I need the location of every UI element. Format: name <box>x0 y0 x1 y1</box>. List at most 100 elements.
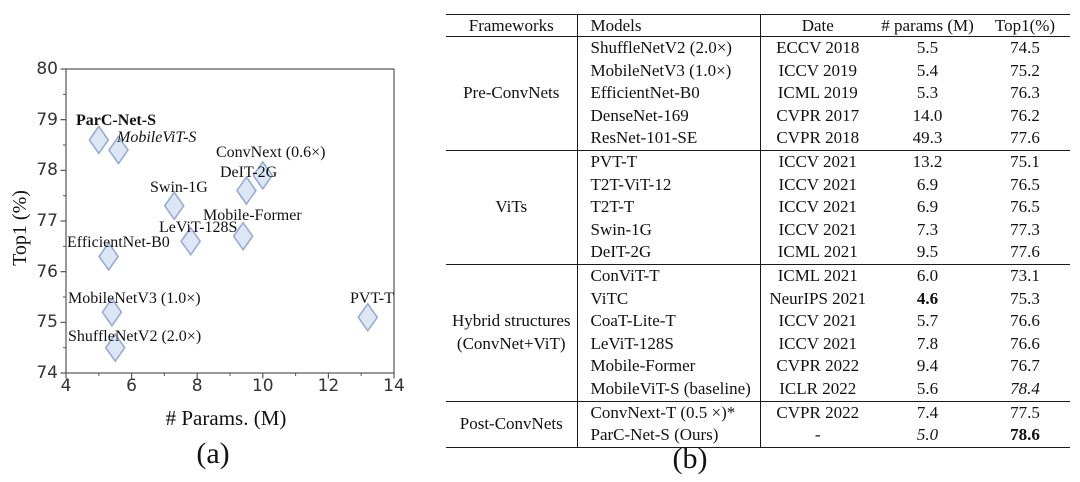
x-axis-label: # Params. (M) <box>165 406 287 430</box>
table-row: DenseNet-169 CVPR 2017 14.0 76.2 <box>446 104 1070 128</box>
framework-cell: Post-ConvNets <box>446 400 578 448</box>
x-tick-label: 6 <box>126 376 137 396</box>
framework-cell: ViTs <box>446 149 578 265</box>
params-cell: 5.4 <box>916 60 939 80</box>
scatter-point-diamond <box>163 190 185 221</box>
table-row: DeIT-2G ICML 2021 9.5 77.6 <box>446 241 1070 265</box>
col-header-top1: Top1(%) <box>980 14 1070 37</box>
table-row: CoaT-Lite-T ICCV 2021 5.7 76.6 <box>446 310 1070 333</box>
model-cell: DeIT-2G <box>577 241 761 265</box>
scatter-point-diamond <box>101 297 123 328</box>
point-label: Mobile-Former <box>203 207 302 224</box>
date-cell: ICCV 2021 <box>778 333 858 353</box>
col-header-date: Date <box>760 14 875 37</box>
params-cell: 5.3 <box>916 83 939 103</box>
date-cell: ICCV 2021 <box>778 174 858 194</box>
table-row: MobileViT-S (baseline) ICLR 2022 5.6 78.4 <box>446 377 1070 401</box>
col-header-models: Models <box>577 14 761 37</box>
framework-cell: Pre-ConvNets <box>446 36 578 151</box>
params-cell: 7.8 <box>916 333 939 353</box>
point-label: DeIT-2G <box>220 164 278 181</box>
table-row: ViTC NeurIPS 2021 4.6 75.3 <box>446 287 1070 311</box>
model-cell: MobileNetV3 (1.0×) <box>577 59 761 83</box>
y-tick-label: 80 <box>36 59 58 79</box>
params-cell: 9.5 <box>916 242 939 262</box>
model-cell: DenseNet-169 <box>577 104 761 128</box>
model-cell: ViTC <box>577 287 761 311</box>
x-tick-label: 14 <box>383 376 405 396</box>
top1-cell: 75.3 <box>1010 288 1040 308</box>
top1-cell: 77.6 <box>1010 128 1040 148</box>
scatter-plot-canvas <box>60 68 395 379</box>
table-row: Pre-ConvNets ShuffleNetV2 (2.0×) ECCV 2018… <box>446 35 1070 151</box>
table-row: Swin-1G ICCV 2021 7.3 77.3 <box>446 218 1070 242</box>
x-tick-label: 12 <box>317 376 340 396</box>
point-label: MobileViT-S <box>117 129 197 146</box>
y-tick-label: 77 <box>36 211 58 231</box>
model-cell: EfficientNet-B0 <box>577 82 761 105</box>
x-tick-label: 10 <box>251 376 274 396</box>
top1-cell: 77.5 <box>980 400 1070 425</box>
scatter-point-diamond <box>88 125 110 155</box>
table-row: Post-ConvNets ConvNext-T (0.5 ×)* CVPR 202… <box>446 400 1070 448</box>
date-cell: CVPR 2017 <box>776 105 860 125</box>
params-cell: 5.5 <box>875 35 980 60</box>
y-tick-label: 76 <box>36 261 58 282</box>
model-cell: T2T-ViT-12 <box>577 173 761 197</box>
point-label: Swin-1G <box>150 179 208 196</box>
top1-cell: 76.2 <box>1010 105 1040 125</box>
table-row: EfficientNet-B0 ICML 2019 5.3 76.3 <box>446 82 1070 105</box>
top1-cell: 76.5 <box>1010 174 1040 194</box>
date-cell: ICCV 2019 <box>778 60 858 80</box>
table-row: MobileNetV3 (1.0×) ICCV 2019 5.4 75.2 <box>446 59 1070 83</box>
date-cell: ICCV 2021 <box>778 311 858 331</box>
date-cell: CVPR 2022 <box>776 356 860 376</box>
point-label: ConvNext (0.6×) <box>216 144 326 161</box>
point-label: MobileNetV3 (1.0×) <box>68 290 201 307</box>
model-cell: ParC-Net-S (Ours) <box>577 424 761 448</box>
point-label: PVT-T <box>350 290 394 307</box>
y-tick-label: 78 <box>36 160 58 181</box>
top1-cell: 76.6 <box>1010 333 1040 353</box>
top1-cell: 77.3 <box>1010 219 1040 239</box>
params-cell: 9.4 <box>916 356 939 376</box>
table-row: ResNet-101-SE CVPR 2018 49.3 77.6 <box>446 127 1070 151</box>
model-cell: MobileViT-S (baseline) <box>577 377 761 401</box>
date-cell: ICCV 2021 <box>778 219 858 239</box>
model-cell: LeViT-128S <box>577 332 761 356</box>
table-row: Mobile-Former CVPR 2022 9.4 76.7 <box>446 355 1070 378</box>
params-cell: 7.3 <box>916 219 939 239</box>
top1-cell: 76.3 <box>1010 83 1040 103</box>
params-cell: 5.7 <box>916 311 939 331</box>
results-table: Frameworks Models Date # params (M) Top1… <box>446 14 1070 448</box>
top1-cell: 75.2 <box>1010 60 1040 80</box>
panel-a-caption: (a) <box>196 437 230 470</box>
date-cell: ICML 2021 <box>760 263 875 288</box>
params-cell: 49.3 <box>912 128 943 148</box>
params-cell: 6.9 <box>916 174 939 194</box>
scatter-point-diamond <box>108 135 129 165</box>
params-cell: 14.0 <box>912 105 943 125</box>
date-cell: ICCV 2021 <box>760 149 875 174</box>
panel-b-caption: (b) <box>672 442 708 475</box>
table-row: LeViT-128S ICCV 2021 7.8 76.6 <box>446 332 1070 356</box>
params-cell: 7.4 <box>875 400 980 425</box>
scatter-point-diamond <box>104 332 126 363</box>
params-cell: 4.6 <box>916 288 939 308</box>
model-cell: ConvNext-T (0.5 ×)* <box>577 400 761 425</box>
top1-cell: 76.6 <box>1010 311 1040 331</box>
table-row: ParC-Net-S (Ours) - 5.0 78.6 <box>446 424 1070 448</box>
date-cell: ICML 2019 <box>777 83 858 103</box>
model-cell: ShuffleNetV2 (2.0×) <box>577 35 761 60</box>
col-header-frameworks: Frameworks <box>446 14 578 37</box>
date-cell: ECCV 2018 <box>760 35 875 60</box>
scatter-point-diamond <box>235 175 257 206</box>
top1-cell: 77.6 <box>1010 242 1040 262</box>
table-header-row: Frameworks Models Date # params (M) Top1… <box>446 14 1070 37</box>
date-cell: - <box>814 425 821 445</box>
top1-cell: 78.4 <box>1010 378 1040 398</box>
date-cell: CVPR 2022 <box>760 400 875 425</box>
point-label: ParC-Net-S <box>76 112 156 129</box>
